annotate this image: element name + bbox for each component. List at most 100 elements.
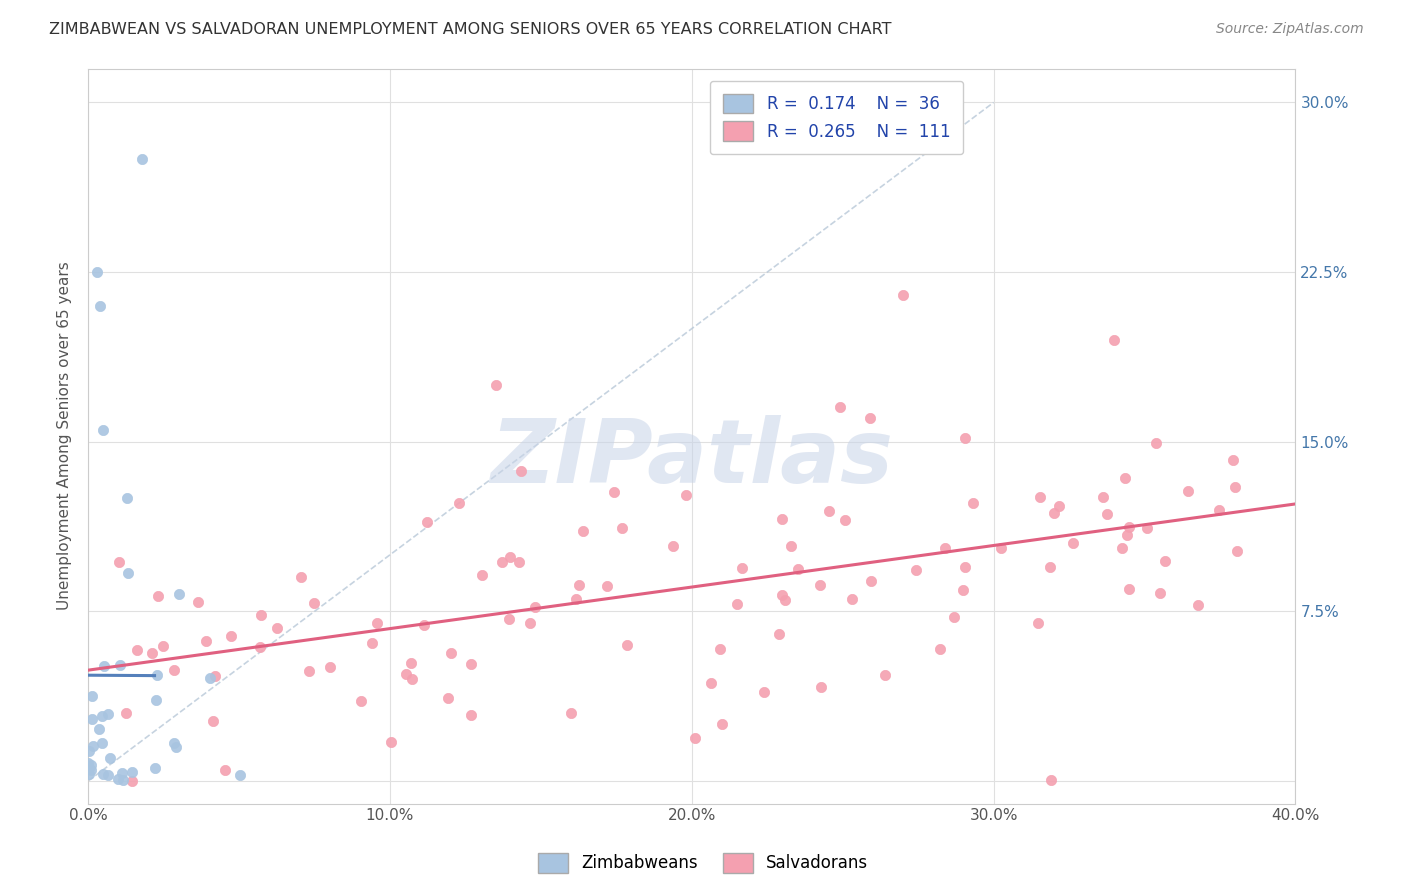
Point — [725, 597, 748, 611]
Point — [86, 265, 108, 279]
Point — [773, 592, 796, 607]
Point — [560, 706, 582, 720]
Point — [519, 616, 541, 631]
Point — [131, 152, 153, 166]
Point — [290, 569, 312, 583]
Point — [98, 751, 121, 765]
Point — [112, 772, 135, 787]
Point — [603, 485, 626, 500]
Point — [1039, 773, 1062, 788]
Point — [952, 582, 974, 597]
Point — [683, 731, 706, 745]
Point — [201, 714, 224, 728]
Point — [485, 378, 508, 392]
Point — [219, 629, 242, 643]
Point — [82, 739, 104, 754]
Point — [510, 464, 533, 478]
Point — [229, 768, 252, 782]
Point — [1111, 541, 1133, 555]
Point — [167, 587, 190, 601]
Point — [115, 706, 138, 720]
Point — [200, 671, 222, 685]
Point — [401, 672, 423, 686]
Point — [163, 663, 186, 677]
Point — [891, 287, 914, 301]
Point — [413, 618, 436, 632]
Point — [80, 712, 103, 726]
Point — [754, 685, 776, 699]
Point — [319, 660, 342, 674]
Point — [97, 706, 120, 721]
Point — [834, 513, 856, 527]
Point — [250, 607, 273, 622]
Point — [117, 491, 139, 506]
Point — [859, 410, 882, 425]
Point — [350, 694, 373, 708]
Point — [298, 664, 321, 678]
Point — [818, 504, 841, 518]
Point — [360, 636, 382, 650]
Point — [1114, 471, 1136, 485]
Point — [859, 574, 882, 588]
Point — [943, 609, 966, 624]
Point — [195, 634, 218, 648]
Point — [572, 524, 595, 538]
Point — [810, 680, 832, 694]
Point — [107, 772, 129, 786]
Point — [808, 578, 831, 592]
Point — [675, 488, 697, 502]
Point — [491, 555, 513, 569]
Point — [953, 560, 976, 574]
Point — [568, 578, 591, 592]
Point — [1149, 586, 1171, 600]
Point — [121, 765, 143, 780]
Point — [91, 736, 114, 750]
Point — [117, 566, 139, 580]
Point — [564, 591, 586, 606]
Point — [460, 657, 482, 672]
Point — [1208, 503, 1230, 517]
Point — [93, 659, 115, 673]
Point — [436, 691, 458, 706]
Point — [1226, 544, 1249, 558]
Point — [108, 556, 131, 570]
Point — [80, 757, 103, 772]
Text: ZIMBABWEAN VS SALVADORAN UNEMPLOYMENT AMONG SENIORS OVER 65 YEARS CORRELATION CH: ZIMBABWEAN VS SALVADORAN UNEMPLOYMENT AM… — [49, 22, 891, 37]
Point — [471, 568, 494, 582]
Point — [779, 539, 801, 553]
Point — [77, 756, 100, 770]
Point — [700, 676, 723, 690]
Point — [731, 560, 754, 574]
Point — [97, 768, 120, 782]
Point — [87, 723, 110, 737]
Legend: Zimbabweans, Salvadorans: Zimbabweans, Salvadorans — [531, 847, 875, 880]
Point — [1095, 508, 1118, 522]
Point — [380, 735, 402, 749]
Point — [711, 717, 734, 731]
Point — [1029, 490, 1052, 504]
Point — [152, 639, 174, 653]
Point — [841, 592, 863, 607]
Point — [187, 595, 209, 609]
Point — [770, 588, 793, 602]
Point — [304, 596, 326, 610]
Point — [163, 736, 186, 750]
Point — [610, 521, 633, 535]
Point — [249, 640, 271, 655]
Point — [1026, 615, 1049, 630]
Point — [929, 641, 952, 656]
Point — [145, 692, 167, 706]
Point — [830, 400, 852, 414]
Point — [146, 667, 169, 681]
Point — [990, 541, 1012, 555]
Point — [962, 496, 984, 510]
Point — [1136, 521, 1159, 535]
Point — [709, 642, 731, 657]
Point — [77, 744, 100, 758]
Point — [1118, 582, 1140, 596]
Point — [1177, 484, 1199, 499]
Point — [1039, 560, 1062, 574]
Point — [1223, 480, 1246, 494]
Point — [204, 668, 226, 682]
Point — [79, 767, 101, 781]
